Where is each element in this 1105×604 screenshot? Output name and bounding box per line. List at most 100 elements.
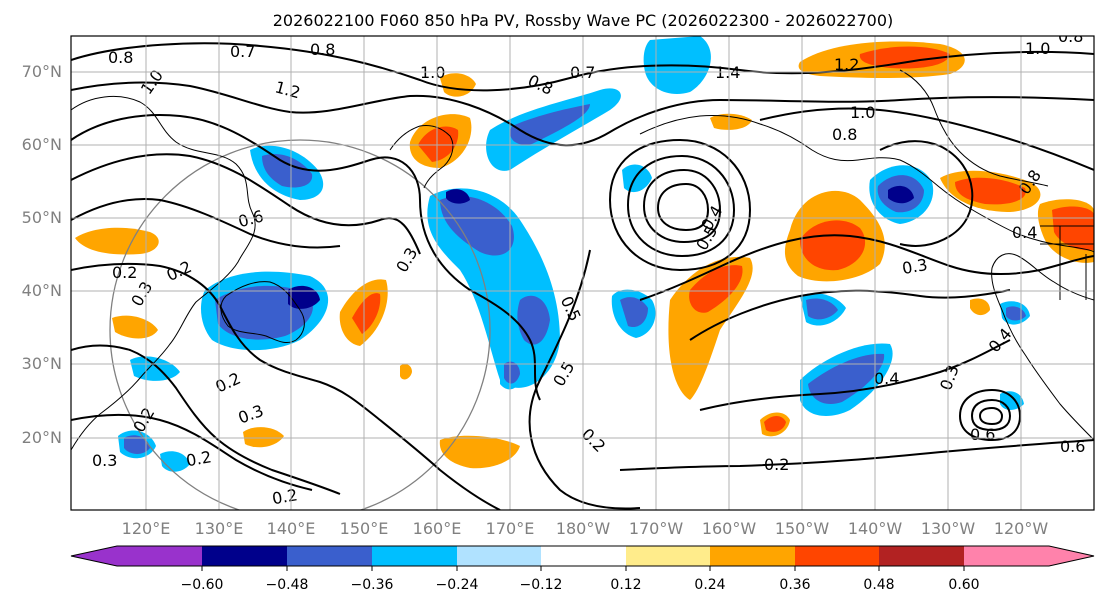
colorbar-tick-label: 0.36 — [779, 577, 810, 593]
contour-10 — [639, 234, 1094, 301]
contour-label: 0.4 — [874, 369, 899, 388]
contour-label: 0.8 — [1058, 27, 1083, 46]
contour-vortex-1 — [608, 138, 752, 272]
shade-pos-16 — [710, 113, 752, 130]
latitude-labels: 70°N 60°N 50°N 40°N 30°N 20°N — [22, 62, 62, 447]
colorbar-segment-pos3 — [710, 546, 795, 566]
contour-5 — [71, 198, 341, 249]
colorbar-segment-neutral — [541, 546, 626, 566]
colorbar-outline — [70, 545, 1095, 567]
shade-pos-7 — [243, 427, 284, 448]
colorbar-tick-label: −0.60 — [181, 577, 224, 593]
contour-label: 0.2 — [185, 447, 213, 470]
contour-label: 1.0 — [1025, 39, 1050, 58]
colorbar-tick-labels: −0.60 −0.48 −0.36 −0.24 −0.12 0.12 0.24 … — [181, 577, 980, 593]
contour-12 — [699, 339, 1011, 411]
lon-label-170w: 170°W — [629, 519, 684, 538]
lat-label-60n: 60°N — [22, 135, 62, 154]
contour-vortex-3 — [642, 168, 722, 244]
contour-label: 0.6 — [1060, 437, 1085, 456]
contour-1 — [71, 42, 1094, 92]
shade-pos-13b — [764, 416, 786, 432]
shade-neg-3c — [446, 189, 470, 204]
shade-pos-1 — [75, 227, 159, 255]
colorbar-extend-low — [71, 546, 117, 566]
lon-label-130w: 130°W — [921, 519, 976, 538]
lon-label-140e: 140°E — [267, 519, 316, 538]
shade-neg-2b — [262, 154, 313, 188]
figure-title: 2026022100 F060 850 hPa PV, Rossby Wave … — [273, 11, 894, 30]
contour-2 — [71, 81, 1094, 147]
colorbar-segment-pos5 — [879, 546, 964, 566]
colorbar-segment-neg2 — [457, 546, 541, 566]
lon-label-140w: 140°W — [848, 519, 903, 538]
contour-label: 0.2 — [764, 455, 789, 474]
lon-label-150w: 150°W — [775, 519, 830, 538]
lon-label-170e: 170°E — [486, 519, 535, 538]
map-panel: 0.8 0.7 0.8 1.0 1.2 1.0 0.8 0.7 1.4 1.0 … — [70, 27, 1095, 511]
lon-label-160e: 160°E — [413, 519, 462, 538]
colorbar-tick-label: 0.12 — [610, 577, 641, 593]
shade-pos-11b — [1052, 206, 1094, 251]
map-frame — [70, 35, 1095, 511]
contour-13 — [619, 439, 1094, 471]
shade-pos-12b — [859, 46, 950, 69]
shade-neg-3b — [440, 196, 514, 256]
colorbar-tick-label: −0.36 — [351, 577, 394, 593]
contour-7 — [71, 344, 341, 495]
lon-label-180w: 180°W — [556, 519, 611, 538]
coast-japan — [220, 281, 305, 343]
colorbar-tick-label: −0.24 — [436, 577, 479, 593]
projection-circle — [109, 139, 491, 510]
colorbar-segment-pos4 — [795, 546, 879, 566]
graticule — [71, 36, 1094, 510]
coast-asia — [71, 96, 256, 451]
colorbar-segment-neg4 — [287, 546, 372, 566]
shade-pos-3b — [352, 293, 381, 334]
colorbar-tick-label: 0.24 — [694, 577, 725, 593]
lon-label-120w: 120°W — [994, 519, 1049, 538]
contour-low-3 — [978, 406, 1004, 426]
colorbar-tick-label: 0.60 — [948, 577, 979, 593]
coast-north-america — [991, 253, 1094, 441]
contour-9 — [528, 249, 641, 510]
colorbar-segment-pos2 — [626, 546, 710, 566]
contour-label: 1.2 — [834, 55, 859, 74]
contour-label: 0.3 — [92, 451, 117, 470]
colorbar-extend-high — [1049, 546, 1094, 566]
colorbar-segment-neg3 — [372, 546, 457, 566]
contour-label: 0.4 — [1012, 223, 1037, 242]
lat-label-50n: 50°N — [22, 208, 62, 227]
contour-label: 0.3 — [901, 255, 929, 278]
contour-label: 0.8 — [310, 40, 335, 59]
contour-label: 0.6 — [970, 425, 995, 444]
contour-14 — [879, 140, 974, 247]
longitude-labels: 120°E 130°E 140°E 150°E 160°E 170°E 180°… — [122, 519, 1049, 538]
colorbar-segment-above — [964, 546, 1049, 566]
shade-neg-9b — [806, 298, 838, 320]
shade-neg-8c — [888, 185, 914, 204]
contour-3 — [71, 114, 541, 401]
shade-neg-7b — [808, 353, 885, 404]
colorbar-segment-below — [117, 546, 202, 566]
contour-vortex-2 — [626, 154, 736, 258]
lat-label-40n: 40°N — [22, 281, 62, 300]
lat-label-30n: 30°N — [22, 354, 62, 373]
lon-label-130e: 130°E — [195, 519, 244, 538]
contour-label: 1.0 — [850, 103, 875, 122]
coast-us-border — [1040, 225, 1094, 300]
lat-label-70n: 70°N — [22, 62, 62, 81]
shade-neg-1c — [288, 285, 320, 309]
shade-neg-10b — [124, 435, 150, 454]
contour-15 — [759, 107, 1094, 171]
contour-label: 0.8 — [108, 48, 133, 67]
coastlines — [71, 69, 1094, 451]
contour-low-2 — [970, 398, 1012, 432]
shade-pos-14 — [400, 364, 412, 380]
shade-neg-14b — [504, 361, 520, 384]
contour-label: 0.7 — [230, 42, 255, 61]
shade-neg-15 — [622, 164, 652, 193]
colorbar-tick-label: −0.48 — [266, 577, 309, 593]
contour-label: 0.2 — [271, 485, 299, 508]
